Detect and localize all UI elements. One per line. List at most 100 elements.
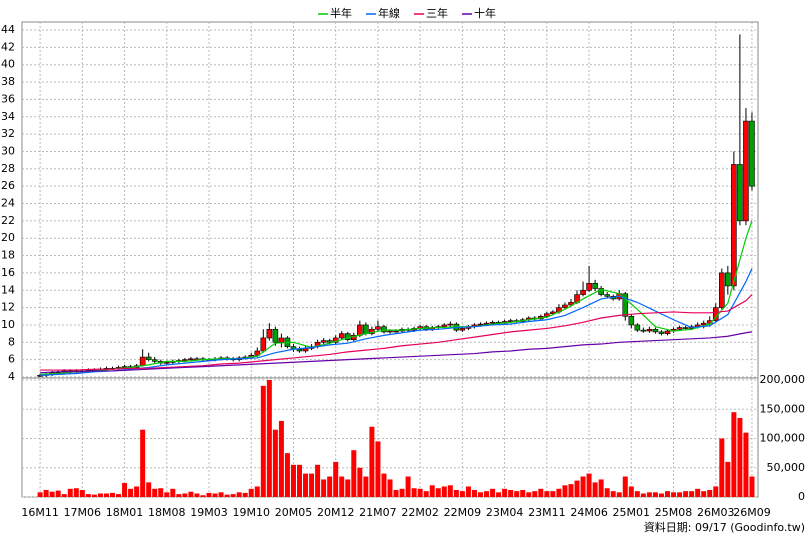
volume-bar xyxy=(218,492,224,497)
x-tick-label: 26M03 xyxy=(697,506,735,519)
x-tick-label: 25M01 xyxy=(613,506,651,519)
candle-body xyxy=(441,324,448,327)
candle-body xyxy=(749,120,755,187)
y-tick-label: 22 xyxy=(1,214,15,227)
candle-body xyxy=(586,283,592,291)
volume-bar xyxy=(719,438,725,497)
x-tick-label: 25M08 xyxy=(655,506,693,519)
candle-body xyxy=(320,340,327,343)
candle-body xyxy=(447,323,454,326)
volume-bar xyxy=(477,492,483,497)
y-tick-label: 16 xyxy=(1,266,15,279)
volume-bar xyxy=(471,489,477,497)
candle-body xyxy=(604,294,610,297)
volume-bar xyxy=(266,380,272,497)
volume-bar xyxy=(490,488,496,497)
candle-body xyxy=(725,272,731,287)
candle-body xyxy=(278,337,285,343)
volume-bar xyxy=(297,464,303,497)
candle-body xyxy=(151,359,158,362)
volume-bar xyxy=(351,450,357,497)
volume-bar xyxy=(568,484,574,497)
volume-bar xyxy=(484,491,490,497)
candle-body xyxy=(598,288,604,295)
volume-bar xyxy=(309,473,315,497)
volume-bar xyxy=(411,488,417,497)
y-tick-label: 34 xyxy=(1,110,15,123)
volume-bar xyxy=(109,492,115,497)
x-tick-label: 23M11 xyxy=(528,506,566,519)
legend-label: 年線 xyxy=(378,6,400,20)
y-tick-label: 100,000 xyxy=(760,432,806,445)
volume-bar xyxy=(146,482,152,497)
volume-bar xyxy=(315,464,321,497)
candle-body xyxy=(719,272,725,308)
volume-bar xyxy=(85,494,91,497)
x-tick-label: 22M09 xyxy=(444,506,482,519)
volume-bar xyxy=(67,488,73,497)
volume-bar xyxy=(152,488,158,497)
candle-body xyxy=(483,322,490,325)
volume-bar xyxy=(363,476,369,497)
y-tick-label: 10 xyxy=(1,318,15,331)
candle-body xyxy=(182,359,188,361)
volume-bar xyxy=(176,494,182,497)
volume-bar xyxy=(212,493,218,497)
volume-bar xyxy=(164,492,170,497)
volume-bar xyxy=(236,492,242,497)
volume-bar xyxy=(200,495,206,497)
y-tick-label: 38 xyxy=(1,75,15,88)
candle-body xyxy=(628,315,635,326)
y-tick-label: 6 xyxy=(8,353,15,366)
volume-bar xyxy=(502,488,508,497)
x-tick-label: 20M12 xyxy=(317,506,355,519)
y-tick-label: 18 xyxy=(1,249,15,262)
candle-body xyxy=(381,326,387,333)
volume-bar xyxy=(604,488,610,497)
volume-bar xyxy=(333,461,339,497)
volume-bar xyxy=(61,494,67,497)
candle-body xyxy=(646,328,653,332)
volume-bar xyxy=(556,488,562,497)
x-tick-label: 17M06 xyxy=(64,506,102,519)
candle-body xyxy=(568,302,574,306)
volume-bar xyxy=(375,441,381,497)
volume-bar xyxy=(103,493,109,497)
volume-bar xyxy=(677,492,683,497)
y-tick-label: 150,000 xyxy=(760,402,806,415)
y-tick-label: 32 xyxy=(1,127,15,140)
candle-body xyxy=(507,320,514,322)
volume-bar xyxy=(616,492,622,497)
volume-bar xyxy=(49,491,55,497)
y-tick-label: 4 xyxy=(8,370,15,383)
candle-body xyxy=(682,327,689,329)
volume-bar xyxy=(429,485,435,497)
volume-bar xyxy=(417,488,423,497)
candle-body xyxy=(145,356,152,360)
volume-bar xyxy=(224,494,230,497)
legend-label: 十年 xyxy=(474,6,496,20)
volume-bar xyxy=(550,491,556,497)
x-tick-label: 24M06 xyxy=(570,506,608,519)
volume-bar xyxy=(520,489,526,497)
volume-bar xyxy=(345,479,351,497)
y-tick-label: 24 xyxy=(1,197,15,210)
volume-bar xyxy=(713,486,719,497)
moving-average-line xyxy=(40,268,753,376)
volume-bar xyxy=(284,453,290,497)
volume-bar xyxy=(393,489,399,497)
volume-bar xyxy=(188,491,194,497)
candle-body xyxy=(700,322,707,326)
volume-bar xyxy=(423,491,429,497)
volume-bar xyxy=(737,418,743,497)
volume-bar xyxy=(725,461,731,497)
y-tick-label: 14 xyxy=(1,283,15,296)
candle-body xyxy=(338,333,345,339)
candle-body xyxy=(344,333,351,340)
volume-bar xyxy=(290,464,296,497)
volume-bar xyxy=(701,491,707,497)
candle-body xyxy=(737,164,743,222)
candle-body xyxy=(272,328,279,343)
volume-bar xyxy=(646,492,652,497)
volume-bar xyxy=(453,489,459,497)
